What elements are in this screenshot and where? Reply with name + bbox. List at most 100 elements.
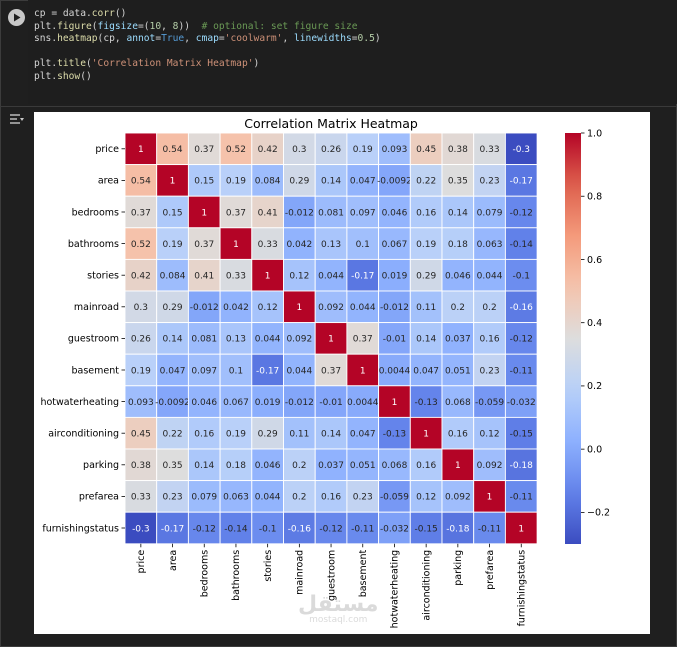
cell-annotation: 0.29 <box>289 177 309 187</box>
cell-annotation: 0.19 <box>163 240 183 250</box>
heatmap-cell <box>441 511 475 545</box>
heatmap-cell <box>124 227 158 260</box>
heatmap-cell <box>409 511 443 545</box>
cell-annotation: 0.41 <box>258 208 278 218</box>
cell-annotation: -0.11 <box>478 524 501 534</box>
heatmap-cell <box>504 480 538 513</box>
cell-annotation: 0.22 <box>163 430 183 440</box>
y-tick-label: price <box>95 144 119 155</box>
cell-annotation: 0.42 <box>131 272 151 282</box>
cell-annotation: 0.081 <box>191 335 217 345</box>
cell-annotation: -0.012 <box>285 208 314 218</box>
play-icon <box>13 13 20 22</box>
heatmap-cell <box>504 448 538 482</box>
cell-annotation: 0.37 <box>226 208 246 218</box>
cell-annotation: 0.044 <box>286 366 312 376</box>
heatmap-cell <box>409 480 443 513</box>
cell-annotation: 0.047 <box>413 366 439 376</box>
cell-annotation: -0.12 <box>510 335 533 345</box>
heatmap-cell <box>504 195 538 229</box>
cell-annotation: 0.23 <box>480 177 500 187</box>
heatmap-cell <box>251 227 284 260</box>
cell-annotation: 1 <box>170 177 176 187</box>
heatmap-cell <box>156 132 189 166</box>
code-text[interactable]: cp = data.corr() plt.figure(figsize=(10, … <box>34 8 381 84</box>
heatmap-cell <box>156 480 189 513</box>
cell-annotation: 0.16 <box>194 430 214 440</box>
heatmap-cell <box>504 322 538 355</box>
watermark-logo: مستقل mostaql.com <box>298 592 378 625</box>
heatmap-cell <box>283 227 316 260</box>
cell-annotation: 0.044 <box>477 272 503 282</box>
heatmap-cell <box>473 227 506 260</box>
y-tick-label: hotwaterheating <box>40 397 119 408</box>
cell-annotation: 0.0044 <box>379 366 411 376</box>
cell-annotation: 0.11 <box>416 303 436 313</box>
colorbar <box>565 133 581 544</box>
heatmap-cell <box>346 132 380 166</box>
cell-annotation: 0.18 <box>448 240 468 250</box>
cell-annotation: 0.046 <box>445 272 471 282</box>
x-tick-label: basement <box>358 550 369 598</box>
cell-annotation: 0.54 <box>131 177 151 187</box>
cell-annotation: 0.37 <box>194 145 214 155</box>
heatmap-cell <box>283 322 316 355</box>
cell-annotation: 0.097 <box>191 366 217 376</box>
heatmap-cell <box>346 416 380 450</box>
cell-annotation: 0.046 <box>382 208 408 218</box>
cell-annotation: 0.042 <box>223 303 249 313</box>
y-tick-label: stories <box>87 271 119 282</box>
heatmap-cell <box>441 322 475 355</box>
cell-annotation: 0.19 <box>226 177 246 187</box>
cell-annotation: -0.18 <box>510 461 534 471</box>
cell-annotation: 1 <box>265 272 271 282</box>
heatmap-cell <box>346 322 380 355</box>
cell-annotation: 0.38 <box>448 145 468 155</box>
cell-annotation: 0.1 <box>356 240 370 250</box>
x-tick-label: mainroad <box>295 550 306 595</box>
cell-annotation: 0.13 <box>226 335 246 345</box>
cell-annotation: -0.11 <box>510 366 533 376</box>
heatmap-cell <box>219 416 253 450</box>
cell-annotation: 0.19 <box>226 430 246 440</box>
heatmap-cell <box>314 164 348 197</box>
cell-annotation: 0.29 <box>163 303 183 313</box>
cell-annotation: -0.15 <box>415 524 438 534</box>
heatmap-cell <box>156 164 189 197</box>
code-line: plt.figure(figsize=(10, 8)) # optional: … <box>34 20 358 32</box>
cell-annotation: 0.33 <box>131 493 151 503</box>
heatmap-cell <box>504 132 538 166</box>
colorbar-tick-label: 0.4 <box>587 318 602 329</box>
cell-annotation: 0.2 <box>451 303 465 313</box>
heatmap-cell <box>124 132 158 166</box>
cell-annotation: 1 <box>455 461 461 471</box>
cell-annotation: 0.047 <box>350 430 376 440</box>
heatmap-cell <box>219 353 253 387</box>
cell-annotation: 0.18 <box>226 461 246 471</box>
cell-annotation: 0.3 <box>134 303 148 313</box>
cell-annotation: -0.13 <box>415 398 438 408</box>
cell-annotation: 0.23 <box>353 493 373 503</box>
run-cell-button[interactable] <box>8 9 25 26</box>
cell-annotation: 0.14 <box>321 177 341 187</box>
cell-annotation: 1 <box>360 366 366 376</box>
cell-annotation: 0.3 <box>292 145 306 155</box>
heatmap-cell <box>156 385 189 418</box>
colorbar-tick-label: −0.2 <box>587 508 610 519</box>
cell-annotation: 0.14 <box>163 335 183 345</box>
cell-annotation: 1 <box>233 240 239 250</box>
cell-annotation: 0.41 <box>194 272 214 282</box>
heatmap-cell <box>473 132 506 166</box>
output-options-icon[interactable] <box>9 113 25 125</box>
cell-annotation: 0.35 <box>448 177 468 187</box>
cell-annotation: -0.17 <box>256 366 279 376</box>
heatmap-cell <box>187 385 221 418</box>
cell-annotation: -0.12 <box>510 208 533 218</box>
cell-annotation: 0.12 <box>258 303 278 313</box>
code-editor[interactable] <box>28 0 677 104</box>
cell-annotation: 0.092 <box>445 493 471 503</box>
heatmap-cell <box>187 164 221 197</box>
cell-annotation: 0.14 <box>194 461 214 471</box>
heatmap-cell <box>378 132 411 166</box>
heatmap-cell <box>441 164 475 197</box>
